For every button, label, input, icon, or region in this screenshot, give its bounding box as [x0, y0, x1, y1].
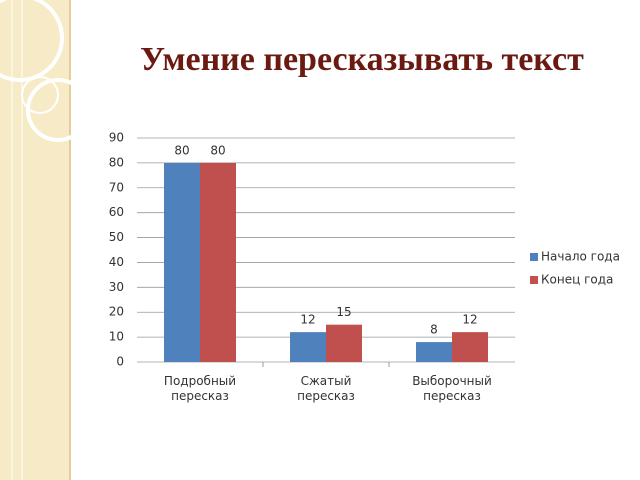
deco-circle [0, 0, 64, 82]
data-label: 80 [210, 143, 225, 157]
legend-label: Начало года [541, 250, 620, 264]
x-tick-label: Выборочный пересказ [412, 374, 492, 403]
y-tick-label: 60 [109, 205, 124, 219]
y-tick-label: 50 [109, 230, 124, 244]
legend-label: Конец года [541, 273, 613, 287]
bar [416, 342, 452, 362]
y-tick-label: 10 [109, 330, 124, 344]
y-tick-label: 20 [109, 305, 124, 319]
y-tick-label: 30 [109, 280, 124, 294]
x-tick-label: Сжатый пересказ [297, 374, 355, 403]
y-tick-label: 0 [116, 355, 124, 369]
bar [452, 332, 488, 362]
data-label: 80 [174, 143, 189, 157]
y-tick-label: 70 [109, 180, 124, 194]
bar [200, 162, 236, 362]
data-label: 15 [336, 305, 351, 319]
data-label: 12 [300, 313, 315, 327]
bar [164, 162, 200, 362]
data-label: 8 [430, 323, 438, 337]
legend-swatch [530, 276, 538, 284]
y-tick-label: 80 [109, 155, 124, 169]
y-tick-label: 40 [109, 255, 124, 269]
deco-circle [26, 78, 90, 142]
deco-circle [21, 76, 59, 114]
x-tick-label: Подробный пересказ [163, 374, 237, 403]
chart-title: Умение пересказывать текст [140, 41, 584, 78]
side-strip [0, 0, 70, 480]
legend-swatch [530, 253, 538, 261]
bar [326, 324, 362, 362]
bar [290, 332, 326, 362]
data-label: 12 [462, 313, 477, 327]
y-tick-label: 90 [109, 131, 124, 145]
